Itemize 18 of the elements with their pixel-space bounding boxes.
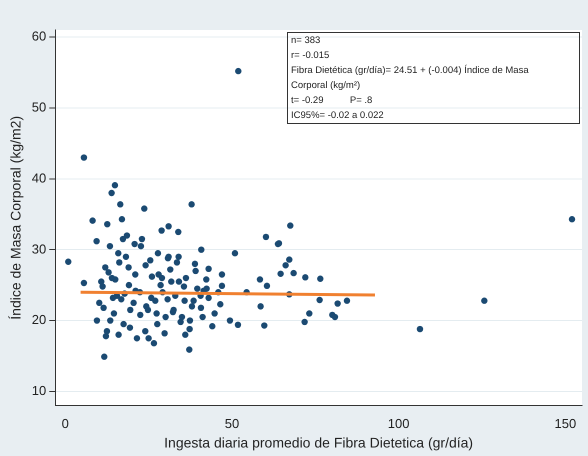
x-tick-label: 50: [224, 416, 240, 431]
x-tick-label: 0: [62, 416, 69, 431]
annotation: Fibra Dietética (gr/día)= 24.51 + (-0.004) Índice de Masa: [291, 64, 530, 78]
annotation: n= 383: [291, 34, 322, 48]
x-tick-label: 150: [554, 416, 576, 431]
annotation: t= -0.29 P= .8: [291, 94, 374, 108]
y-axis-title: Índice de Masa Corporal (kg/m2): [7, 116, 24, 320]
y-tick-label: 10: [32, 383, 46, 398]
annotation: Corporal (kg/m²): [291, 79, 362, 93]
x-axis-title: Ingesta diaria promedio de Fibra Dietetica (gr/día): [164, 434, 474, 450]
y-tick-label: 20: [32, 312, 46, 328]
y-tick-label: 40: [32, 170, 46, 186]
x-tick-label: 100: [388, 416, 410, 431]
annotation: r= -0.015: [291, 49, 330, 63]
y-tick-label: 50: [32, 100, 46, 115]
y-tick-label: 30: [32, 241, 46, 256]
y-tick-label: 60: [32, 28, 46, 44]
annotation: IC95%= -0.02 a 0.022: [291, 109, 385, 123]
